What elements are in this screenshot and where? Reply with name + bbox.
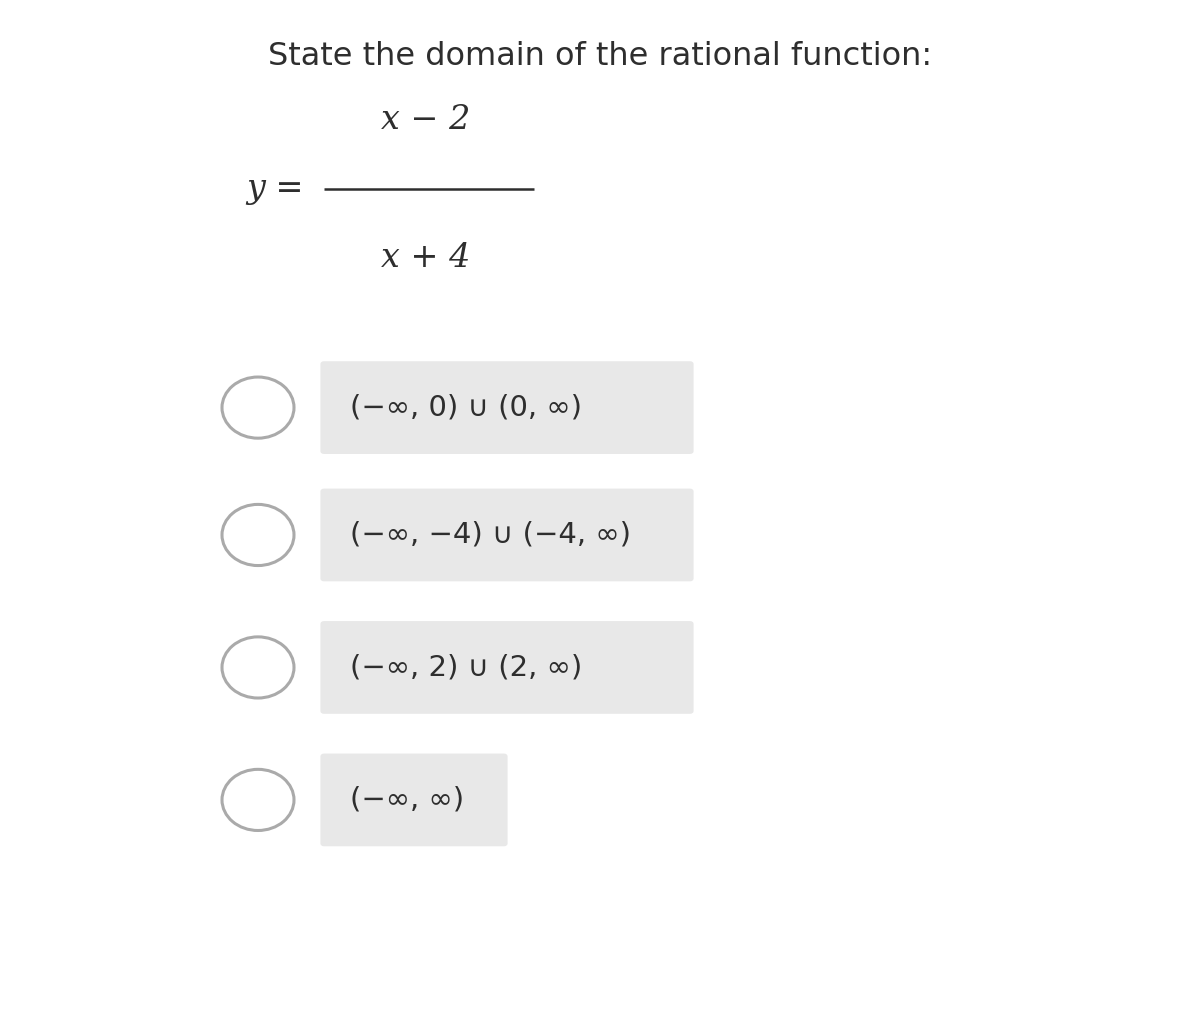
Text: y =: y = bbox=[246, 172, 304, 205]
FancyBboxPatch shape bbox=[320, 362, 694, 454]
Text: x + 4: x + 4 bbox=[382, 242, 470, 273]
Text: x − 2: x − 2 bbox=[382, 104, 470, 136]
Circle shape bbox=[222, 769, 294, 830]
Circle shape bbox=[222, 504, 294, 566]
FancyBboxPatch shape bbox=[320, 489, 694, 581]
Text: (−∞, 0) ∪ (0, ∞): (−∞, 0) ∪ (0, ∞) bbox=[350, 393, 582, 422]
Text: State the domain of the rational function:: State the domain of the rational functio… bbox=[268, 41, 932, 71]
FancyBboxPatch shape bbox=[320, 754, 508, 846]
Text: (−∞, −4) ∪ (−4, ∞): (−∞, −4) ∪ (−4, ∞) bbox=[350, 521, 631, 549]
Text: (−∞, ∞): (−∞, ∞) bbox=[350, 786, 464, 814]
Circle shape bbox=[222, 637, 294, 698]
Text: (−∞, 2) ∪ (2, ∞): (−∞, 2) ∪ (2, ∞) bbox=[350, 653, 583, 682]
Circle shape bbox=[222, 377, 294, 438]
FancyBboxPatch shape bbox=[320, 621, 694, 713]
